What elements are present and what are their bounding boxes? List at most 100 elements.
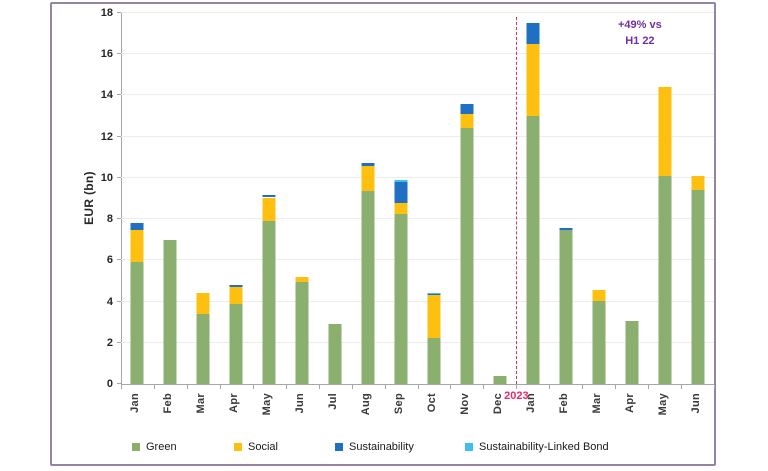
bar-stack-may-4: [262, 13, 276, 384]
bar-stack-jul-6: [328, 13, 342, 384]
x-axis-tick: [384, 385, 386, 389]
bar-stack-sep-8: [394, 13, 408, 384]
plot-area: +49% vs H1 22 0 2 4 6 8 10 12 14 16 18: [101, 7, 715, 390]
bar-segment-sustainability: [130, 223, 144, 231]
gridline: [121, 341, 714, 343]
bar-segment-green: [658, 175, 672, 384]
bar-segment-social: [460, 114, 474, 129]
gridline: [121, 135, 714, 137]
x-axis-label-jun-17: Jun: [689, 393, 702, 414]
x-axis-tick: [417, 385, 419, 389]
bar-segment-social: [394, 202, 408, 214]
y-axis-tick-label: 6: [106, 254, 113, 267]
bar-stack-dec-11: [493, 13, 507, 384]
bar-stack-jan-12: [526, 13, 540, 384]
x-axis-label-nov-10: Nov: [458, 393, 471, 415]
x-axis-tick: [351, 385, 353, 389]
bar-segment-sustainability: [262, 195, 276, 198]
x-axis-tick: [681, 385, 683, 389]
bar-segment-green: [526, 116, 540, 384]
bar-stack-mar-2: [196, 13, 210, 384]
bar-stack-feb-1: [163, 13, 177, 384]
x-axis-label-apr-3: Apr: [228, 393, 241, 413]
bar-segment-green: [328, 324, 342, 384]
x-axis-tick: [549, 385, 551, 389]
x-axis-tick: [318, 385, 320, 389]
x-axis-tick: [153, 385, 155, 389]
y-axis-tick: [117, 53, 121, 55]
bar-segment-social: [691, 175, 705, 191]
chart-frame: EUR (bn) +49% vs H1 22 0 2 4 6 8 10 12 14 16 18 J…: [50, 2, 716, 466]
y-axis-tick: [117, 94, 121, 96]
bar-segment-sustainability: [361, 163, 375, 166]
bar-stack-mar-14: [592, 13, 606, 384]
x-axis-label-apr-15: Apr: [623, 393, 636, 413]
bar-segment-green: [295, 281, 309, 384]
year-divider-line: [516, 17, 518, 384]
gridline: [121, 259, 714, 261]
bar-stack-jun-17: [691, 13, 705, 384]
y-axis-tick: [117, 259, 121, 261]
gridline: [121, 176, 714, 178]
bar-segment-green: [361, 191, 375, 384]
bar-segment-sustainability: [229, 285, 243, 288]
bar-stack-jun-5: [295, 13, 309, 384]
x-axis-tick: [450, 385, 452, 389]
bar-stack-apr-3: [229, 13, 243, 384]
y-axis-tick-label: 8: [106, 213, 113, 226]
x-axis-label-oct-9: Oct: [425, 393, 438, 413]
bar-segment-green: [559, 230, 573, 384]
x-axis-tick: [714, 385, 715, 389]
growth-annotation-line2: H1 22: [625, 34, 655, 47]
y-axis-tick: [117, 135, 121, 137]
x-axis-tick: [186, 385, 188, 389]
bar-segment-social: [592, 290, 606, 301]
legend-swatch: [234, 443, 242, 451]
y-axis-tick: [117, 341, 121, 343]
x-axis-tick: [219, 385, 221, 389]
x-axis-tick: [582, 385, 584, 389]
x-axis-label-feb-13: Feb: [557, 393, 570, 414]
bar-segment-social: [229, 287, 243, 304]
y-axis-tick: [117, 12, 121, 13]
y-axis-line: [121, 13, 122, 384]
bar-segment-social: [196, 293, 210, 314]
x-axis-tick: [648, 385, 650, 389]
year-divider-label: 2023: [504, 390, 529, 402]
bar-segment-social: [658, 87, 672, 176]
legend-item-social: Social: [234, 440, 278, 454]
bar-segment-social: [295, 276, 309, 282]
legend-label: Green: [146, 441, 177, 453]
gridline: [121, 53, 714, 55]
bar-segment-social: [130, 230, 144, 263]
y-axis-tick: [117, 300, 121, 302]
bar-segment-green: [130, 262, 144, 384]
x-axis-tick: [285, 385, 287, 389]
bar-stack-aug-7: [361, 13, 375, 384]
bar-segment-green: [691, 190, 705, 384]
bar-segment-green: [262, 221, 276, 384]
y-axis-tick-label: 16: [100, 48, 113, 61]
x-axis-labels: Jan Feb Mar Apr May Jun Jul Aug Sep Oct Nov Dec Jan F…: [121, 388, 714, 424]
bar-stack-nov-10: [460, 13, 474, 384]
bar-segment-social: [427, 295, 441, 338]
bar-segment-green: [592, 300, 606, 384]
x-axis-label-dec-11: Dec: [491, 393, 504, 415]
x-axis-label-feb-1: Feb: [162, 393, 175, 414]
bar-segment-sustainability-linked-bond: [427, 293, 441, 295]
x-axis-tick: [483, 385, 485, 389]
x-axis-label-mar-14: Mar: [590, 393, 603, 414]
legend-swatch: [465, 443, 473, 451]
bar-segment-sustainability: [394, 182, 408, 203]
bar-segment-sustainability: [526, 23, 540, 44]
x-axis-label-may-16: May: [656, 393, 669, 416]
y-axis-tick: [117, 218, 121, 220]
legend-swatch: [335, 443, 343, 451]
x-axis-label-sep-8: Sep: [393, 393, 406, 415]
legend: Green Social Sustainability Sustainability-…: [52, 440, 714, 456]
x-axis-tick: [615, 385, 617, 389]
bar-stack-jan-0: [130, 13, 144, 384]
legend-item-sustainability: Sustainability: [335, 440, 414, 454]
x-axis-label-aug-7: Aug: [360, 393, 373, 416]
